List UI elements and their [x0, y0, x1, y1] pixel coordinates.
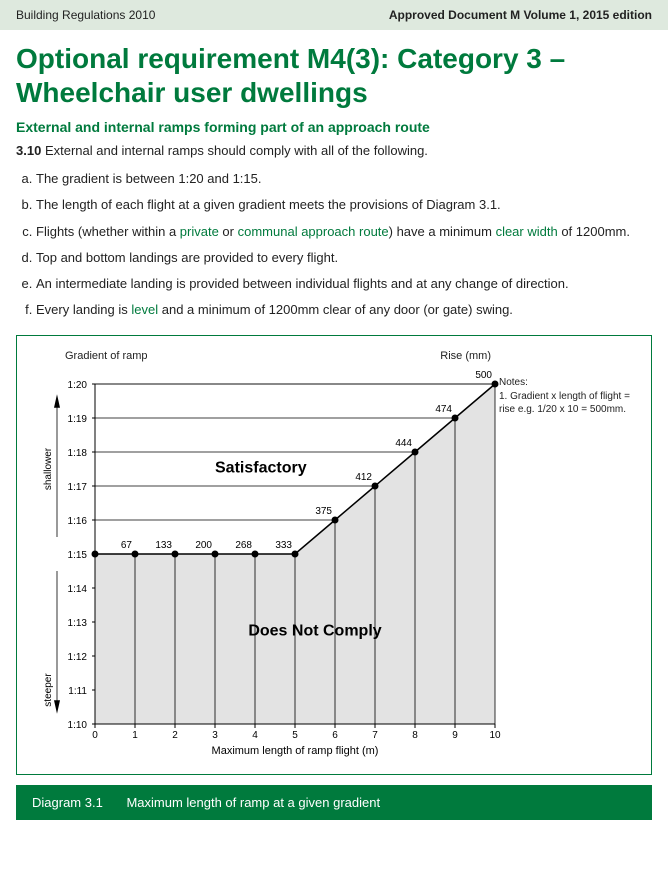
svg-text:Satisfactory: Satisfactory: [215, 460, 307, 477]
svg-text:1: 1: [132, 730, 138, 741]
svg-text:1:17: 1:17: [68, 482, 88, 493]
diagram-caption-text: Maximum length of ramp at a given gradie…: [126, 795, 380, 810]
page-title: Optional requirement M4(3): Category 3 –…: [0, 30, 668, 119]
svg-text:5: 5: [292, 730, 298, 741]
diagram-caption: Diagram 3.1 Maximum length of ramp at a …: [16, 785, 652, 820]
svg-text:268: 268: [235, 540, 252, 551]
svg-text:1:12: 1:12: [68, 652, 88, 663]
svg-text:1:20: 1:20: [68, 380, 88, 391]
svg-text:333: 333: [275, 540, 292, 551]
rule-a: The gradient is between 1:20 and 1:15.: [36, 166, 652, 192]
svg-text:133: 133: [155, 540, 172, 551]
svg-text:1:16: 1:16: [68, 516, 88, 527]
notes-title: Notes:: [499, 376, 639, 390]
svg-text:9: 9: [452, 730, 458, 741]
rule-f: Every landing is level and a minimum of …: [36, 297, 652, 323]
svg-text:1:19: 1:19: [68, 414, 88, 425]
header-bar: Building Regulations 2010 Approved Docum…: [0, 0, 668, 30]
diagram-number: Diagram 3.1: [32, 795, 103, 810]
svg-text:8: 8: [412, 730, 418, 741]
svg-text:Maximum length of ramp flight: Maximum length of ramp flight (m): [212, 745, 379, 757]
rules-list: The gradient is between 1:20 and 1:15. T…: [0, 166, 668, 335]
term-level: level: [131, 302, 158, 317]
svg-text:67: 67: [121, 540, 133, 551]
svg-text:500: 500: [475, 370, 492, 381]
svg-text:1:13: 1:13: [68, 618, 88, 629]
intro-paragraph: 3.10 External and internal ramps should …: [0, 143, 668, 166]
svg-text:0: 0: [92, 730, 98, 741]
svg-text:6: 6: [332, 730, 338, 741]
rule-d: Top and bottom landings are provided to …: [36, 245, 652, 271]
svg-text:444: 444: [395, 438, 412, 449]
svg-text:10: 10: [489, 730, 501, 741]
diagram-3-1: Gradient of ramp Rise (mm) Notes: 1. Gra…: [16, 335, 652, 775]
svg-text:1:10: 1:10: [68, 720, 88, 731]
svg-text:shallower: shallower: [43, 448, 54, 491]
svg-text:4: 4: [252, 730, 258, 741]
svg-text:1:18: 1:18: [68, 448, 88, 459]
svg-text:steeper: steeper: [43, 673, 54, 707]
ramp-chart-svg: 671332002683333754124444745001:201:191:1…: [25, 354, 505, 764]
term-private: private: [180, 224, 219, 239]
svg-text:474: 474: [435, 404, 452, 415]
notes-body: 1. Gradient x length of flight = rise e.…: [499, 390, 639, 417]
svg-text:7: 7: [372, 730, 378, 741]
svg-text:3: 3: [212, 730, 218, 741]
svg-text:Does Not Comply: Does Not Comply: [248, 623, 381, 640]
section-subheading: External and internal ramps forming part…: [0, 119, 668, 143]
diagram-notes: Notes: 1. Gradient x length of flight = …: [499, 376, 639, 417]
intro-text: External and internal ramps should compl…: [45, 143, 428, 158]
header-left: Building Regulations 2010: [16, 8, 155, 22]
y-axis-title: Gradient of ramp: [65, 350, 148, 363]
svg-text:1:14: 1:14: [68, 584, 88, 595]
rise-title: Rise (mm): [440, 350, 491, 362]
term-clear-width: clear width: [496, 224, 558, 239]
svg-text:412: 412: [355, 472, 372, 483]
clause-number: 3.10: [16, 143, 41, 158]
rule-e: An intermediate landing is provided betw…: [36, 271, 652, 297]
term-communal: communal approach route: [238, 224, 389, 239]
svg-text:375: 375: [315, 506, 332, 517]
svg-text:2: 2: [172, 730, 178, 741]
rule-c: Flights (whether within a private or com…: [36, 219, 652, 245]
svg-text:1:15: 1:15: [68, 550, 88, 561]
header-right: Approved Document M Volume 1, 2015 editi…: [389, 8, 652, 22]
svg-text:1:11: 1:11: [68, 686, 87, 697]
rule-b: The length of each flight at a given gra…: [36, 192, 652, 218]
svg-text:200: 200: [195, 540, 212, 551]
